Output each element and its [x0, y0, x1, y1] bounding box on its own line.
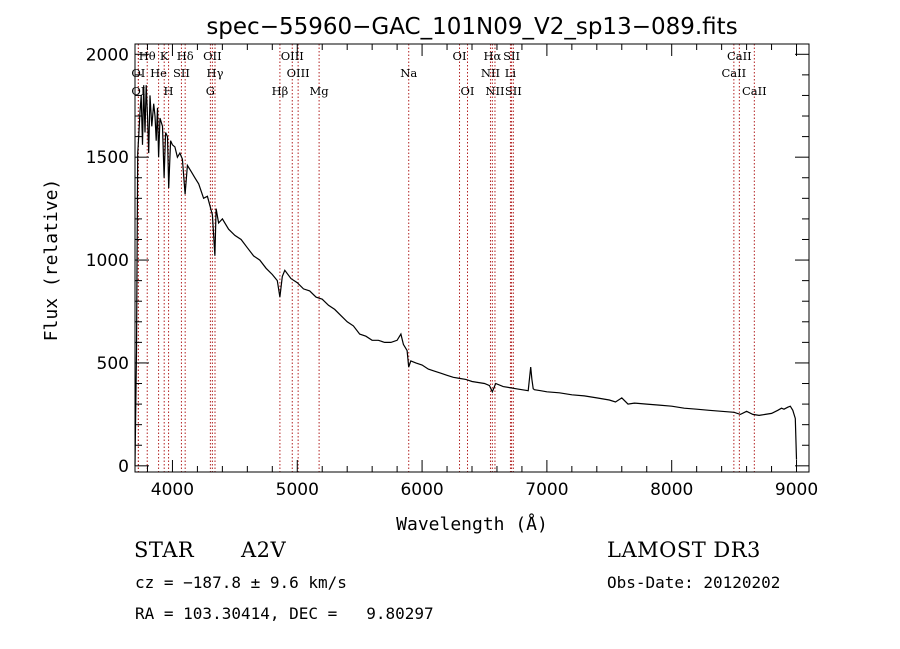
- line-marker-label: SII: [505, 84, 522, 98]
- y-tick-label: 0: [118, 457, 129, 477]
- line-marker-label: Hβ: [272, 84, 289, 98]
- line-marker-label: Li: [505, 66, 517, 80]
- line-marker-label: Hδ: [177, 49, 194, 63]
- x-tick-label: 6000: [400, 480, 443, 500]
- axis-ticks: [135, 44, 809, 472]
- observation-date: Obs-Date: 20120202: [607, 573, 781, 592]
- redshift-velocity: cz = −187.8 ± 9.6 km/s: [135, 573, 347, 592]
- object-class: STAR: [134, 538, 195, 562]
- line-marker-label: CaII: [727, 49, 752, 63]
- x-tick-label: 5000: [276, 480, 319, 500]
- x-tick-label: 8000: [650, 480, 693, 500]
- line-marker-label: He: [150, 66, 167, 80]
- y-tick-label: 2000: [86, 45, 129, 65]
- x-axis-label: Wavelength (Å): [396, 513, 548, 535]
- y-tick-label: 500: [97, 354, 129, 374]
- line-marker-label: OIII: [281, 49, 304, 63]
- y-tick-label: 1000: [86, 251, 129, 271]
- x-tick-labels: 4000 5000 6000 7000 8000 9000: [151, 480, 818, 500]
- line-markers: [137, 44, 755, 472]
- line-marker-label: OII: [203, 49, 222, 63]
- line-marker-label: Na: [400, 66, 417, 80]
- line-marker-label: CaII: [721, 66, 746, 80]
- line-marker-label: H: [164, 84, 174, 98]
- line-marker-label: OIII: [287, 66, 310, 80]
- y-axis-label: Flux (relative): [41, 179, 62, 342]
- survey-label: LAMOST DR3: [607, 538, 761, 562]
- line-marker-label: OI: [453, 49, 467, 63]
- x-tick-label: 9000: [775, 480, 818, 500]
- ra-dec-coordinates: RA = 103.30414, DEC = 9.80297: [135, 604, 434, 623]
- x-tick-label: 4000: [151, 480, 194, 500]
- line-marker-label: NII: [481, 66, 500, 80]
- line-marker-label: CaII: [742, 84, 767, 98]
- line-marker-label: SII: [173, 66, 190, 80]
- line-marker-label: G: [206, 84, 215, 98]
- line-marker-label: Hθ: [139, 49, 156, 63]
- line-marker-label: Hα: [483, 49, 501, 63]
- line-marker-label: NII: [485, 84, 504, 98]
- spectrum-series-line: [134, 85, 798, 466]
- line-marker-label: K: [160, 49, 169, 63]
- chart-title: spec−55960−GAC_101N09_V2_sp13−089.fits: [206, 14, 737, 40]
- y-tick-labels: 0 500 1000 1500 2000: [86, 45, 129, 477]
- line-marker-label: Mg: [310, 84, 330, 98]
- object-subclass: A2V: [241, 538, 287, 562]
- line-marker-label: SII: [503, 49, 520, 63]
- line-marker-label: OI: [461, 84, 475, 98]
- line-marker-label: Hγ: [207, 66, 224, 80]
- y-tick-label: 1500: [86, 148, 129, 168]
- x-tick-label: 7000: [525, 480, 568, 500]
- line-marker-label: OI: [131, 66, 145, 80]
- plot-frame: [134, 43, 810, 473]
